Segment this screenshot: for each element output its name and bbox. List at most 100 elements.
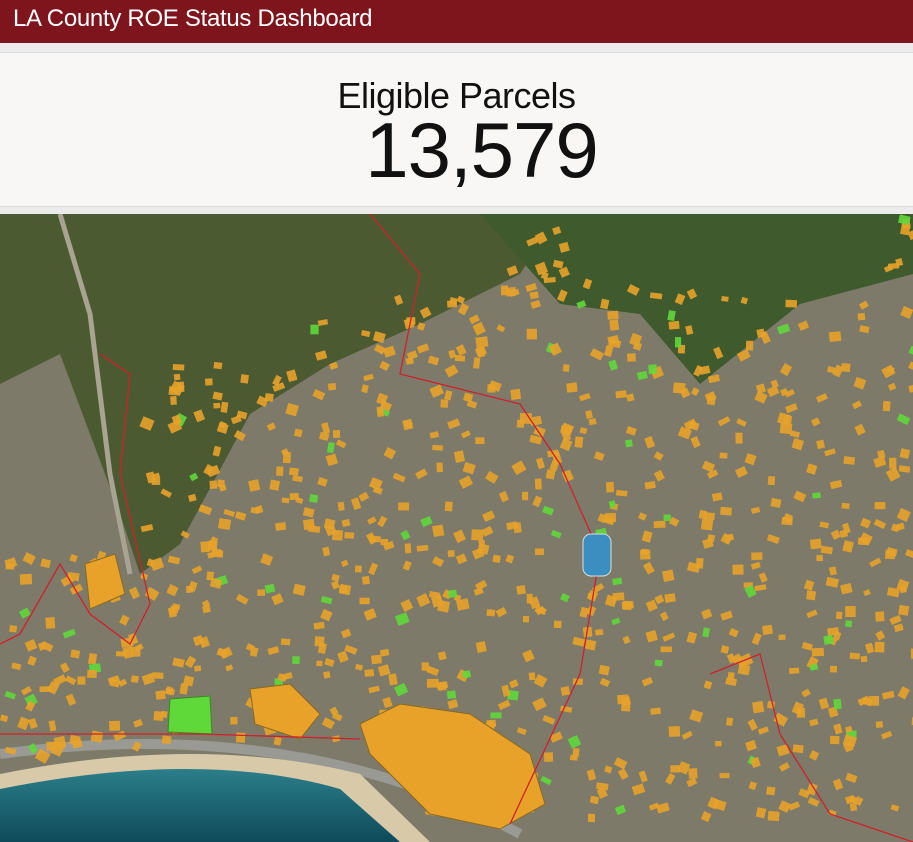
parcel[interactable] [860,517,872,529]
parcel[interactable] [171,414,182,426]
parcel[interactable] [416,593,431,608]
parcel[interactable] [672,382,686,394]
parcel[interactable] [707,796,720,810]
parcel[interactable] [478,539,486,547]
parcel[interactable] [559,438,573,452]
parcel[interactable] [368,562,379,576]
parcel[interactable] [426,678,439,688]
parcel[interactable] [437,651,447,661]
parcel[interactable] [507,690,519,701]
parcel[interactable] [582,626,593,638]
parcel[interactable] [644,435,656,449]
parcel-complete[interactable] [167,695,213,735]
parcel[interactable] [779,363,793,377]
parcel[interactable] [281,448,289,456]
parcel[interactable] [889,615,902,626]
parcel[interactable] [788,667,800,674]
parcel[interactable] [417,322,426,331]
parcel[interactable] [801,688,811,698]
parcel[interactable] [292,583,306,596]
parcel[interactable] [130,675,139,684]
parcel[interactable] [896,578,910,592]
parcel[interactable] [321,717,335,730]
parcel[interactable] [341,518,351,528]
parcel[interactable] [188,580,198,592]
parcel[interactable] [550,529,562,539]
parcel[interactable] [591,583,605,594]
parcel[interactable] [19,573,33,585]
parcel[interactable] [686,288,698,300]
parcel[interactable] [532,697,547,712]
parcel[interactable] [501,285,508,296]
parcel[interactable] [700,608,713,620]
parcel[interactable] [172,657,185,668]
parcel[interactable] [888,457,897,469]
parcel[interactable] [766,534,780,544]
parcel[interactable] [798,788,811,799]
parcel[interactable] [46,741,56,751]
parcel[interactable] [70,649,81,659]
parcel[interactable] [458,475,474,489]
parcel[interactable] [820,545,833,555]
parcel[interactable] [48,720,57,732]
parcel[interactable] [675,337,682,348]
parcel[interactable] [28,718,38,730]
parcel-large[interactable] [84,553,126,610]
satellite-map[interactable] [0,214,913,842]
parcel[interactable] [436,681,449,691]
parcel[interactable] [4,746,17,756]
parcel[interactable] [643,561,655,575]
parcel[interactable] [542,714,556,725]
parcel[interactable] [323,518,336,530]
parcel[interactable] [323,671,331,679]
parcel[interactable] [166,584,179,597]
parcel[interactable] [744,584,757,598]
parcel[interactable] [706,394,717,406]
parcel[interactable] [720,506,732,516]
parcel[interactable] [747,718,758,731]
parcel[interactable] [400,529,411,541]
parcel[interactable] [873,518,887,530]
parcel[interactable] [331,573,340,582]
parcel[interactable] [420,516,433,528]
parcel[interactable] [160,710,168,719]
parcel[interactable] [858,300,869,310]
parcel[interactable] [248,479,261,492]
parcel[interactable] [711,492,723,502]
parcel-large[interactable] [359,703,546,830]
parcel[interactable] [210,548,222,558]
parcel[interactable] [810,417,821,427]
parcel[interactable] [560,424,573,434]
parcel[interactable] [376,406,385,417]
parcel[interactable] [209,577,223,589]
parcel[interactable] [372,486,383,495]
parcel[interactable] [380,538,389,546]
parcel[interactable] [506,265,519,277]
parcel[interactable] [377,664,391,677]
parcel[interactable] [155,690,166,700]
parcel[interactable] [600,298,610,310]
parcel[interactable] [736,418,747,427]
parcel[interactable] [585,410,593,420]
parcel[interactable] [750,561,761,570]
parcel[interactable] [320,608,333,622]
parcel[interactable] [562,364,570,372]
parcel[interactable] [496,324,506,333]
parcel[interactable] [322,546,331,557]
parcel[interactable] [448,589,458,598]
parcel[interactable] [736,348,751,362]
parcel[interactable] [225,664,234,672]
parcel[interactable] [873,456,887,468]
parcel[interactable] [668,725,681,737]
parcel[interactable] [851,400,863,410]
parcel[interactable] [744,453,757,466]
parcel[interactable] [614,804,627,815]
parcel[interactable] [46,680,60,695]
parcel[interactable] [250,507,260,515]
parcel[interactable] [778,634,786,640]
parcel[interactable] [708,374,720,384]
parcel[interactable] [528,672,536,681]
parcel[interactable] [604,765,613,774]
parcel[interactable] [885,466,901,482]
parcel[interactable] [53,735,67,749]
